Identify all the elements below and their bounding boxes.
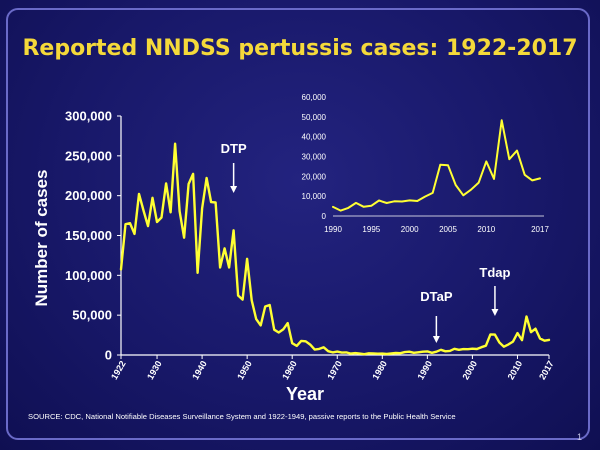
x-tick-label: 1950 — [235, 359, 254, 381]
inset-y-tick-label: 60,000 — [302, 93, 327, 102]
inset-y-tick-label: 20,000 — [302, 172, 327, 181]
x-tick-label: 1990 — [415, 359, 434, 381]
inset-x-tick-label: 2005 — [439, 225, 457, 234]
arrow-head-dtp — [230, 186, 238, 193]
arrow-head-dtap — [432, 336, 440, 343]
y-tick-label: 200,000 — [65, 188, 112, 203]
y-tick-label: 50,000 — [72, 308, 112, 323]
inset-y-tick-label: 50,000 — [302, 113, 327, 122]
y-tick-label: 150,000 — [65, 228, 112, 243]
inset-x-tick-label: 2000 — [401, 225, 419, 234]
x-axis-label: Year — [286, 384, 324, 404]
inset-y-tick-label: 40,000 — [302, 133, 327, 142]
inset-x-tick-label: 1990 — [324, 225, 342, 234]
inset-x-tick-label: 1995 — [362, 225, 380, 234]
inset-series-line-pertussis-cases — [332, 119, 541, 212]
x-tick-label: 1970 — [325, 359, 344, 381]
y-tick-label: 300,000 — [65, 109, 112, 124]
x-tick-label: 1960 — [280, 359, 299, 381]
annotation-label-tdap: Tdap — [479, 265, 510, 280]
x-tick-label: 2017 — [537, 359, 556, 381]
y-tick-label: 100,000 — [65, 268, 112, 283]
source-note: SOURCE: CDC, National Notifiable Disease… — [28, 412, 456, 421]
slide-frame — [6, 8, 590, 440]
annotation-label-dtp: DTP — [221, 141, 247, 156]
x-tick-label: 1940 — [190, 359, 209, 381]
arrow-head-tdap — [491, 309, 499, 316]
y-axis-label: Number of cases — [32, 170, 51, 307]
page-number: 1 — [577, 432, 583, 442]
x-tick-label: 2000 — [460, 359, 479, 381]
annotation-label-dtap: DTaP — [420, 289, 453, 304]
inset-y-tick-label: 10,000 — [302, 192, 327, 201]
inset-y-tick-label: 0 — [322, 212, 327, 221]
inset-x-tick-label: 2010 — [477, 225, 495, 234]
x-tick-label: 1930 — [145, 359, 164, 381]
y-tick-label: 0 — [105, 348, 112, 363]
chart-title: Reported NNDSS pertussis cases: 1922-201… — [22, 36, 578, 61]
inset-y-tick-label: 30,000 — [302, 153, 327, 162]
series-line-pertussis-cases — [119, 142, 551, 356]
inset-x-tick-label: 2017 — [531, 225, 549, 234]
x-tick-label: 1980 — [370, 359, 389, 381]
y-tick-label: 250,000 — [65, 148, 112, 163]
x-tick-label: 2010 — [506, 359, 525, 381]
